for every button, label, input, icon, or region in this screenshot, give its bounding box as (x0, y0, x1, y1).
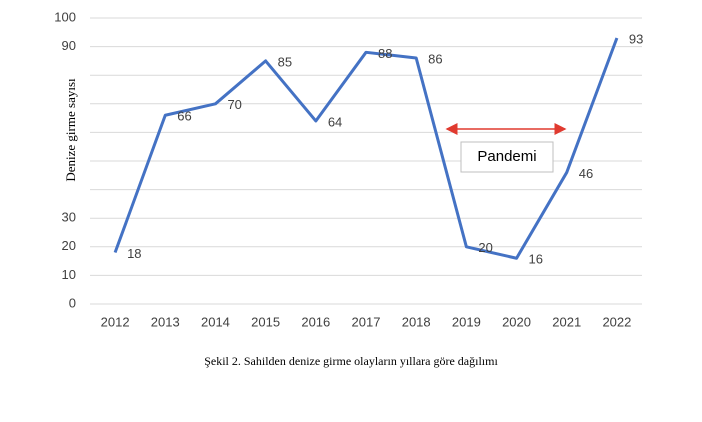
x-tick-label: 2017 (352, 314, 381, 329)
data-label: 16 (529, 252, 543, 267)
x-tick-label: 2021 (552, 314, 581, 329)
x-tick-label: 2013 (151, 314, 180, 329)
data-label: 85 (278, 54, 292, 69)
y-tick-label: 20 (62, 238, 76, 253)
x-tick-label: 2016 (301, 314, 330, 329)
x-tick-label: 2015 (251, 314, 280, 329)
y-axis-label: Denize girme sayısı (63, 78, 78, 182)
line (113, 37, 619, 260)
data-label: 70 (227, 97, 241, 112)
data-label: 64 (328, 114, 342, 129)
data-label: 86 (428, 51, 442, 66)
x-tick-label: 2020 (502, 314, 531, 329)
y-tick-label: 90 (62, 38, 76, 53)
data-label: 18 (127, 246, 141, 261)
y-tick-label: 0 (69, 295, 76, 310)
y-tick-label: 30 (62, 210, 76, 225)
y-tick-label: 100 (54, 9, 76, 24)
annotation: Pandemi (477, 148, 536, 165)
x-tick-label: 2018 (402, 314, 431, 329)
data-label: 93 (629, 31, 643, 46)
annotation-box (460, 141, 554, 173)
caption: Şekil 2. Sahilden denize girme olayların… (204, 354, 498, 368)
data-label: 88 (378, 46, 392, 61)
data-label: 66 (177, 109, 191, 124)
data-label: 20 (478, 240, 492, 255)
y-tick-label: 10 (62, 267, 76, 282)
x-tick-label: 2014 (201, 314, 230, 329)
x-tick-label: 2012 (101, 314, 130, 329)
x-tick-label: 2022 (602, 314, 631, 329)
data-label: 46 (579, 166, 593, 181)
x-tick-label: 2019 (452, 314, 481, 329)
